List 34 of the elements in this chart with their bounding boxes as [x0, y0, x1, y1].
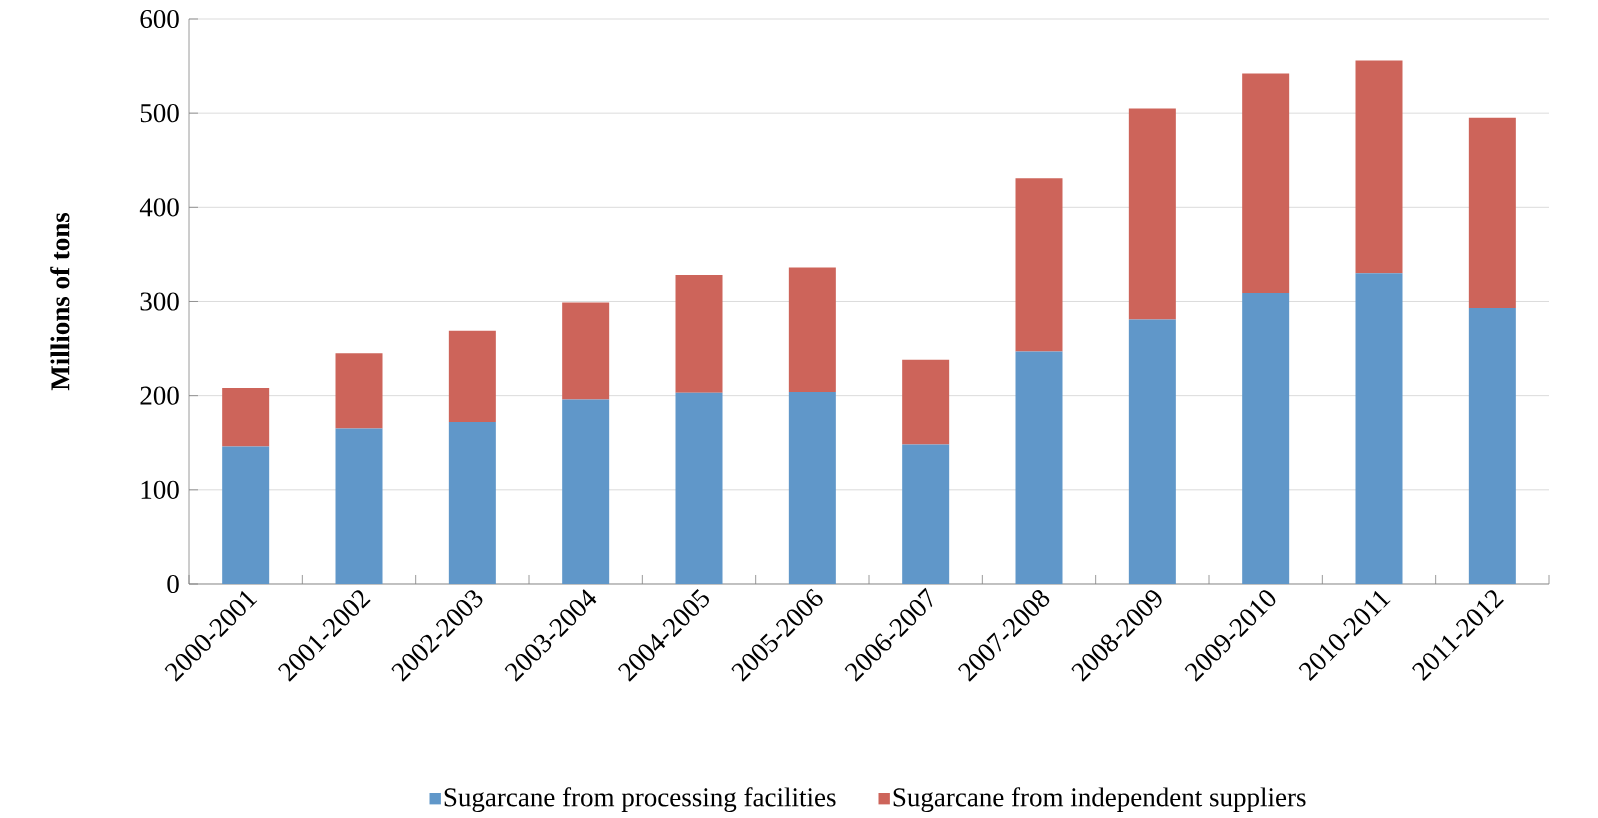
y-tick-label: 0 — [167, 574, 179, 594]
bar — [1015, 178, 1063, 352]
bar — [562, 399, 610, 584]
bar — [902, 359, 950, 445]
y-tick-label: 500 — [140, 104, 179, 123]
y-tick-label: 300 — [140, 292, 179, 311]
bar — [1468, 308, 1516, 584]
bar — [335, 353, 383, 429]
bar — [788, 267, 836, 392]
bar — [1355, 60, 1403, 274]
bar — [448, 330, 496, 423]
bar — [1468, 117, 1516, 309]
bar — [562, 302, 610, 400]
bar — [788, 391, 836, 584]
legend-label: Sugarcane from independent suppliers — [893, 787, 1306, 812]
y-tick-label: 400 — [139, 198, 179, 217]
bar — [335, 428, 383, 584]
legend-label: Sugarcane from processing facilities — [444, 787, 836, 812]
bar — [448, 422, 496, 584]
bar — [675, 275, 723, 393]
bar — [1242, 73, 1290, 294]
bar — [1355, 273, 1403, 584]
y-tick-label: 600 — [140, 9, 179, 29]
bar — [1015, 351, 1063, 584]
bar — [675, 392, 723, 584]
bar — [1128, 108, 1176, 320]
y-tick-label: 200 — [140, 386, 179, 405]
bar — [222, 446, 270, 584]
y-axis-title: Millions of tons — [50, 212, 70, 391]
bar — [1128, 319, 1176, 584]
y-tick-label: 100 — [141, 480, 179, 499]
bar — [1242, 293, 1290, 584]
bar — [902, 444, 950, 584]
bar — [222, 388, 270, 447]
